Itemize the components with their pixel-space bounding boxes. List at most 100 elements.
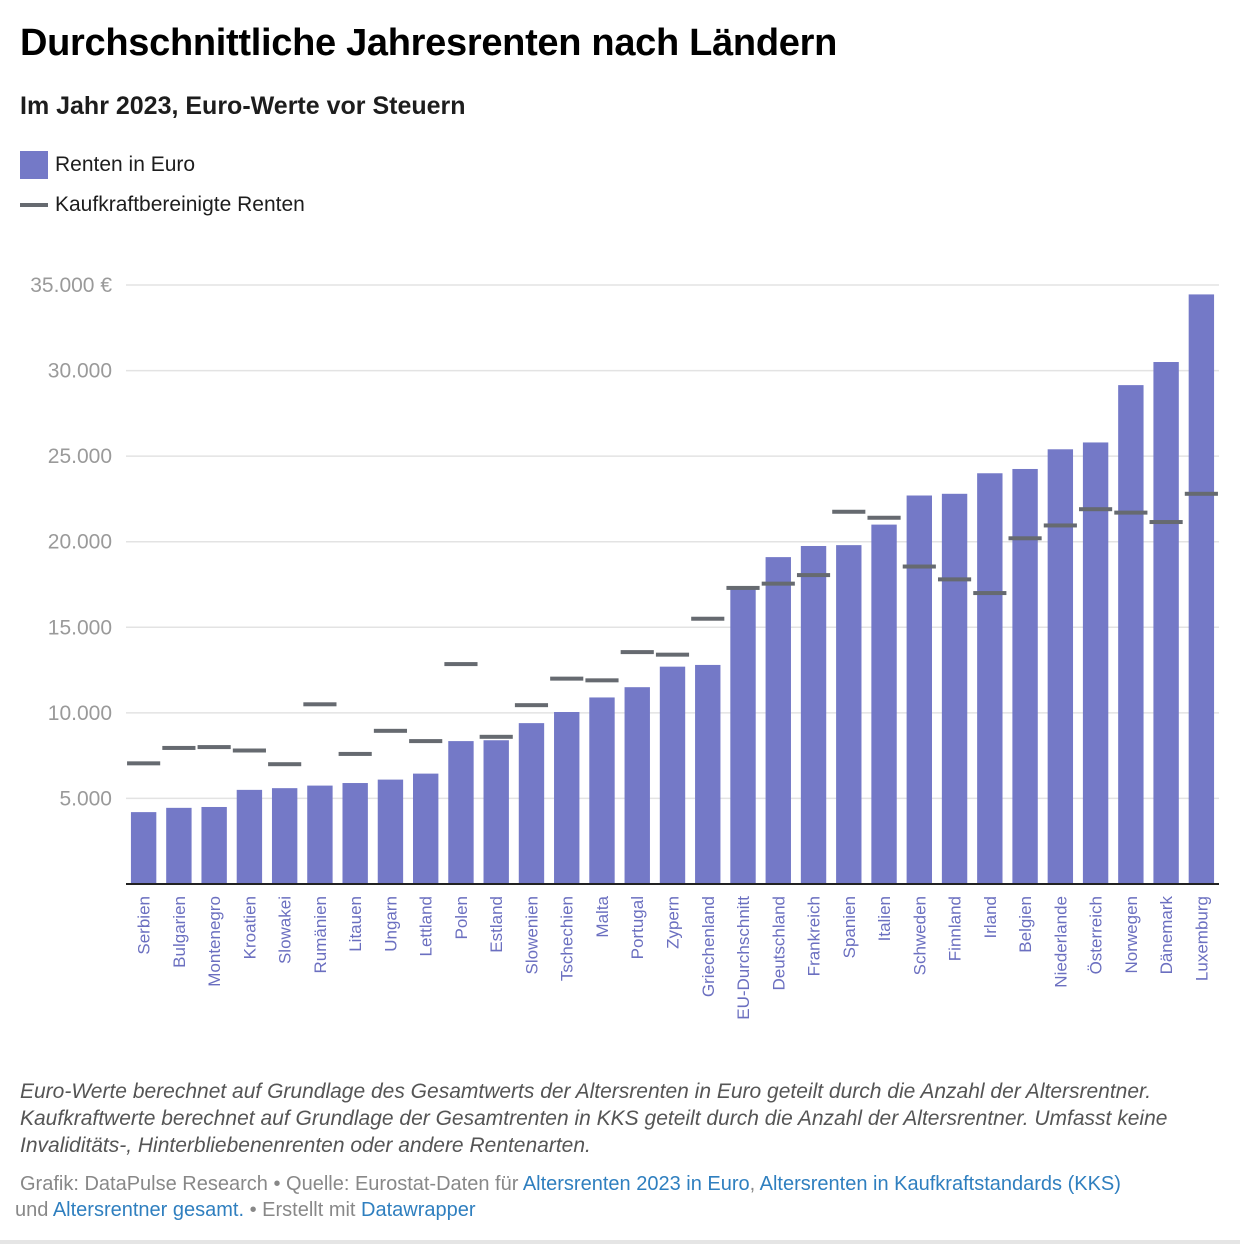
kaufkraft-marker-norwegen (1114, 510, 1148, 515)
x-tick-label: Finnland (946, 896, 965, 961)
bar-slowakei (271, 788, 298, 884)
bottom-divider (0, 1240, 1240, 1244)
credit: Grafik: DataPulse Research (20, 1173, 268, 1195)
x-tick-label: Tschechien (558, 896, 577, 981)
x-tick-label: Deutschland (769, 896, 788, 991)
y-tick-label: 5.000 (59, 787, 112, 810)
bar-lettland (413, 773, 439, 884)
x-tick-label: Kroatien (240, 896, 259, 959)
kaufkraft-marker-zypern (655, 652, 690, 657)
x-tick-label: Malta (593, 895, 612, 937)
x-tick-label: Zypern (664, 896, 683, 949)
bar-portugal (624, 687, 650, 884)
bar-irland (977, 473, 1003, 884)
separator: , (749, 1173, 760, 1195)
bar-chart: 5.000 10.000 15.000 20.000 25.000 30.000 35.00… (30, 274, 1219, 1020)
bar-montenegro (201, 806, 227, 884)
bar-italien (871, 524, 897, 884)
x-tick-label: Litauen (346, 896, 365, 952)
kaufkraft-marker-irland (973, 591, 1007, 596)
bar-bulgarien (166, 807, 192, 884)
source-link-kks[interactable]: Altersrenten in Kaufkraftstandards (KKS) (759, 1173, 1121, 1195)
legend-swatch-bar (20, 151, 48, 179)
y-tick-label: 15.000 (48, 616, 112, 639)
kaufkraft-marker-italien (867, 515, 901, 520)
x-tick-label: Slowenien (522, 896, 541, 974)
kaufkraft-marker-finnland (937, 577, 972, 582)
bar-polen (448, 741, 474, 884)
bar-ungarn (377, 779, 404, 884)
bar-zypern (659, 666, 686, 884)
source-link-rentner[interactable]: Altersrentner gesamt. (52, 1199, 245, 1221)
x-tick-label: Griechenland (699, 896, 718, 997)
bar-luxemburg (1188, 294, 1215, 884)
y-tick-label: 25.000 (48, 445, 112, 468)
legend-item-euro: Renten in Euro (20, 145, 305, 185)
kaufkraft-marker-malta (585, 678, 619, 683)
y-tick-label: 20.000 (48, 531, 112, 554)
x-tick-label: Norwegen (1122, 896, 1141, 974)
x-tick-label: Dänemark (1157, 896, 1176, 975)
kaufkraft-marker-polen (444, 662, 478, 667)
made-with: • Erstellt mit (244, 1199, 362, 1221)
legend-label: Kaufkraftbereinigte Renten (55, 193, 305, 216)
x-tick-label: Spanien (840, 896, 859, 958)
bar-schweden (906, 495, 932, 884)
legend-item-kaufkraft: Kaufkraftbereinigte Renten (20, 185, 305, 225)
bar-niederlande (1047, 449, 1074, 884)
kaufkraft-marker-lettland (409, 739, 443, 744)
chart-title: Durchschnittliche Jahresrenten nach Länd… (20, 22, 837, 64)
bar-eu-durchschnitt (730, 587, 756, 884)
legend-swatch-line (20, 203, 48, 207)
chart-notes: Euro-Werte berechnet auf Grundlage des G… (20, 1080, 1168, 1157)
kaufkraft-marker-montenegro (197, 745, 231, 750)
source-link-euro[interactable]: Altersrenten 2023 in Euro (522, 1173, 750, 1195)
kaufkraft-marker-serbien (127, 761, 161, 766)
bar-tschechien (554, 712, 580, 884)
x-tick-label: Portugal (628, 896, 647, 959)
x-tick-label: Lettland (417, 896, 436, 957)
x-tick-label: Österreich (1087, 896, 1106, 974)
x-tick-label: Irland (981, 896, 1000, 939)
x-tick-label: Schweden (910, 896, 929, 975)
bar-spanien (836, 545, 862, 884)
kaufkraft-marker-deutschland (761, 581, 795, 586)
kaufkraft-marker-österreich (1079, 507, 1113, 512)
bar-finnland (941, 493, 968, 884)
kaufkraft-marker-rumänien (303, 702, 337, 707)
kaufkraft-marker-spanien (832, 509, 866, 514)
x-tick-label: Slowakei (276, 896, 295, 964)
chart-footer: Grafik: DataPulse Research • Quelle: Eur… (15, 1171, 1230, 1223)
y-tick-label: 10.000 (48, 702, 112, 725)
x-tick-label: Serbien (135, 896, 154, 955)
bar-frankreich (800, 545, 827, 884)
legend-label: Renten in Euro (55, 153, 196, 176)
kaufkraft-marker-slowakei (268, 762, 302, 767)
x-tick-label: Montenegro (205, 896, 224, 987)
kaufkraft-marker-ungarn (373, 728, 408, 733)
x-tick-label: Niederlande (1051, 896, 1070, 988)
bar-serbien (130, 812, 157, 884)
chart-subtitle: Im Jahr 2023, Euro-Werte vor Steuern (20, 92, 466, 120)
bar-griechenland (695, 664, 721, 884)
bar-malta (589, 697, 615, 884)
x-tick-label: EU-Durchschnitt (734, 896, 753, 1020)
kaufkraft-marker-niederlande (1043, 523, 1077, 528)
kaufkraft-marker-estland (479, 734, 513, 739)
x-tick-label: Rumänien (311, 896, 330, 974)
kaufkraft-marker-kroatien (232, 748, 266, 753)
bar-rumänien (307, 785, 333, 884)
datawrapper-link[interactable]: Datawrapper (361, 1199, 476, 1221)
kaufkraft-marker-slowenien (514, 703, 549, 708)
kaufkraft-marker-tschechien (550, 676, 584, 681)
bar-deutschland (765, 557, 791, 884)
separator: • (267, 1173, 287, 1195)
x-tick-label: Estland (487, 896, 506, 953)
x-tick-label: Italien (875, 896, 894, 941)
legend: Renten in Euro Kaufkraftbereinigte Rente… (20, 145, 305, 225)
x-tick-label: Luxemburg (1192, 896, 1211, 981)
bar-österreich (1082, 442, 1109, 884)
bar-estland (483, 740, 509, 884)
x-tick-label: Ungarn (381, 896, 400, 952)
bar-slowenien (518, 723, 545, 884)
